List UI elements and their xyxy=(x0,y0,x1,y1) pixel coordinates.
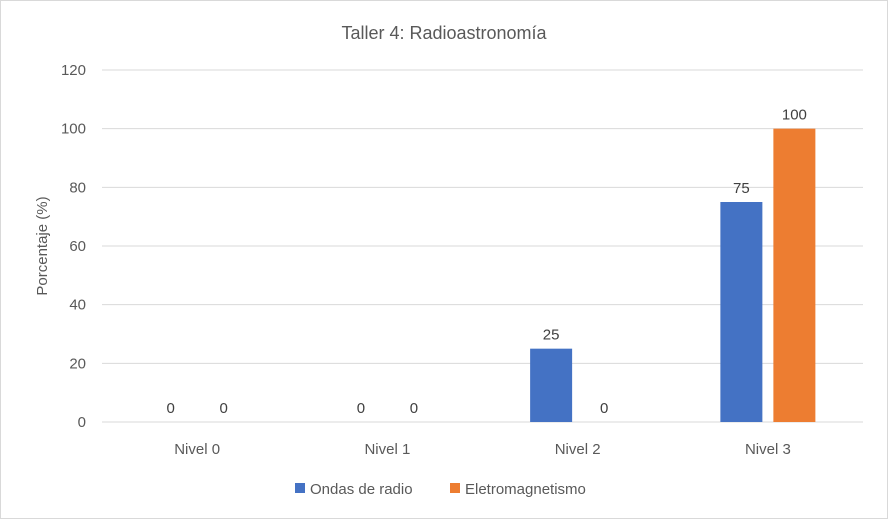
legend-label: Ondas de radio xyxy=(310,481,413,498)
bar xyxy=(720,202,763,422)
legend-swatch xyxy=(450,483,460,493)
data-label: 75 xyxy=(733,180,750,197)
gridlines xyxy=(102,69,863,423)
y-tick-label: 0 xyxy=(78,414,86,431)
data-labels: 0 0 0 0 25 0 75 100 xyxy=(166,107,806,417)
y-axis-ticks: 0 20 40 60 80 100 120 xyxy=(61,62,86,431)
data-label: 0 xyxy=(357,400,365,417)
y-axis-title: Porcentaje (%) xyxy=(34,196,51,295)
data-label: 0 xyxy=(410,400,418,417)
data-label: 0 xyxy=(219,400,227,417)
data-label: 0 xyxy=(600,400,608,417)
legend-label: Eletromagnetismo xyxy=(465,481,586,498)
x-tick-label: Nivel 3 xyxy=(745,441,791,458)
y-tick-label: 60 xyxy=(69,238,86,255)
x-axis-ticks: Nivel 0 Nivel 1 Nivel 2 Nivel 3 xyxy=(174,441,791,458)
y-tick-label: 80 xyxy=(69,179,86,196)
x-tick-label: Nivel 2 xyxy=(555,441,601,458)
y-tick-label: 20 xyxy=(69,355,86,372)
legend-item: Eletromagnetismo xyxy=(450,481,586,498)
legend: Ondas de radio Eletromagnetismo xyxy=(295,481,586,498)
x-tick-label: Nivel 0 xyxy=(174,441,220,458)
legend-swatch xyxy=(295,483,305,493)
data-label: 25 xyxy=(543,327,560,344)
bars xyxy=(530,128,816,422)
data-label: 0 xyxy=(166,400,174,417)
x-tick-label: Nivel 1 xyxy=(364,441,410,458)
data-label: 100 xyxy=(782,107,807,124)
y-tick-label: 40 xyxy=(69,297,86,314)
y-tick-label: 120 xyxy=(61,62,86,79)
chart-title: Taller 4: Radioastronomía xyxy=(341,23,547,43)
bar xyxy=(773,128,816,422)
y-tick-label: 100 xyxy=(61,121,86,138)
legend-item: Ondas de radio xyxy=(295,481,413,498)
bar xyxy=(530,348,573,422)
